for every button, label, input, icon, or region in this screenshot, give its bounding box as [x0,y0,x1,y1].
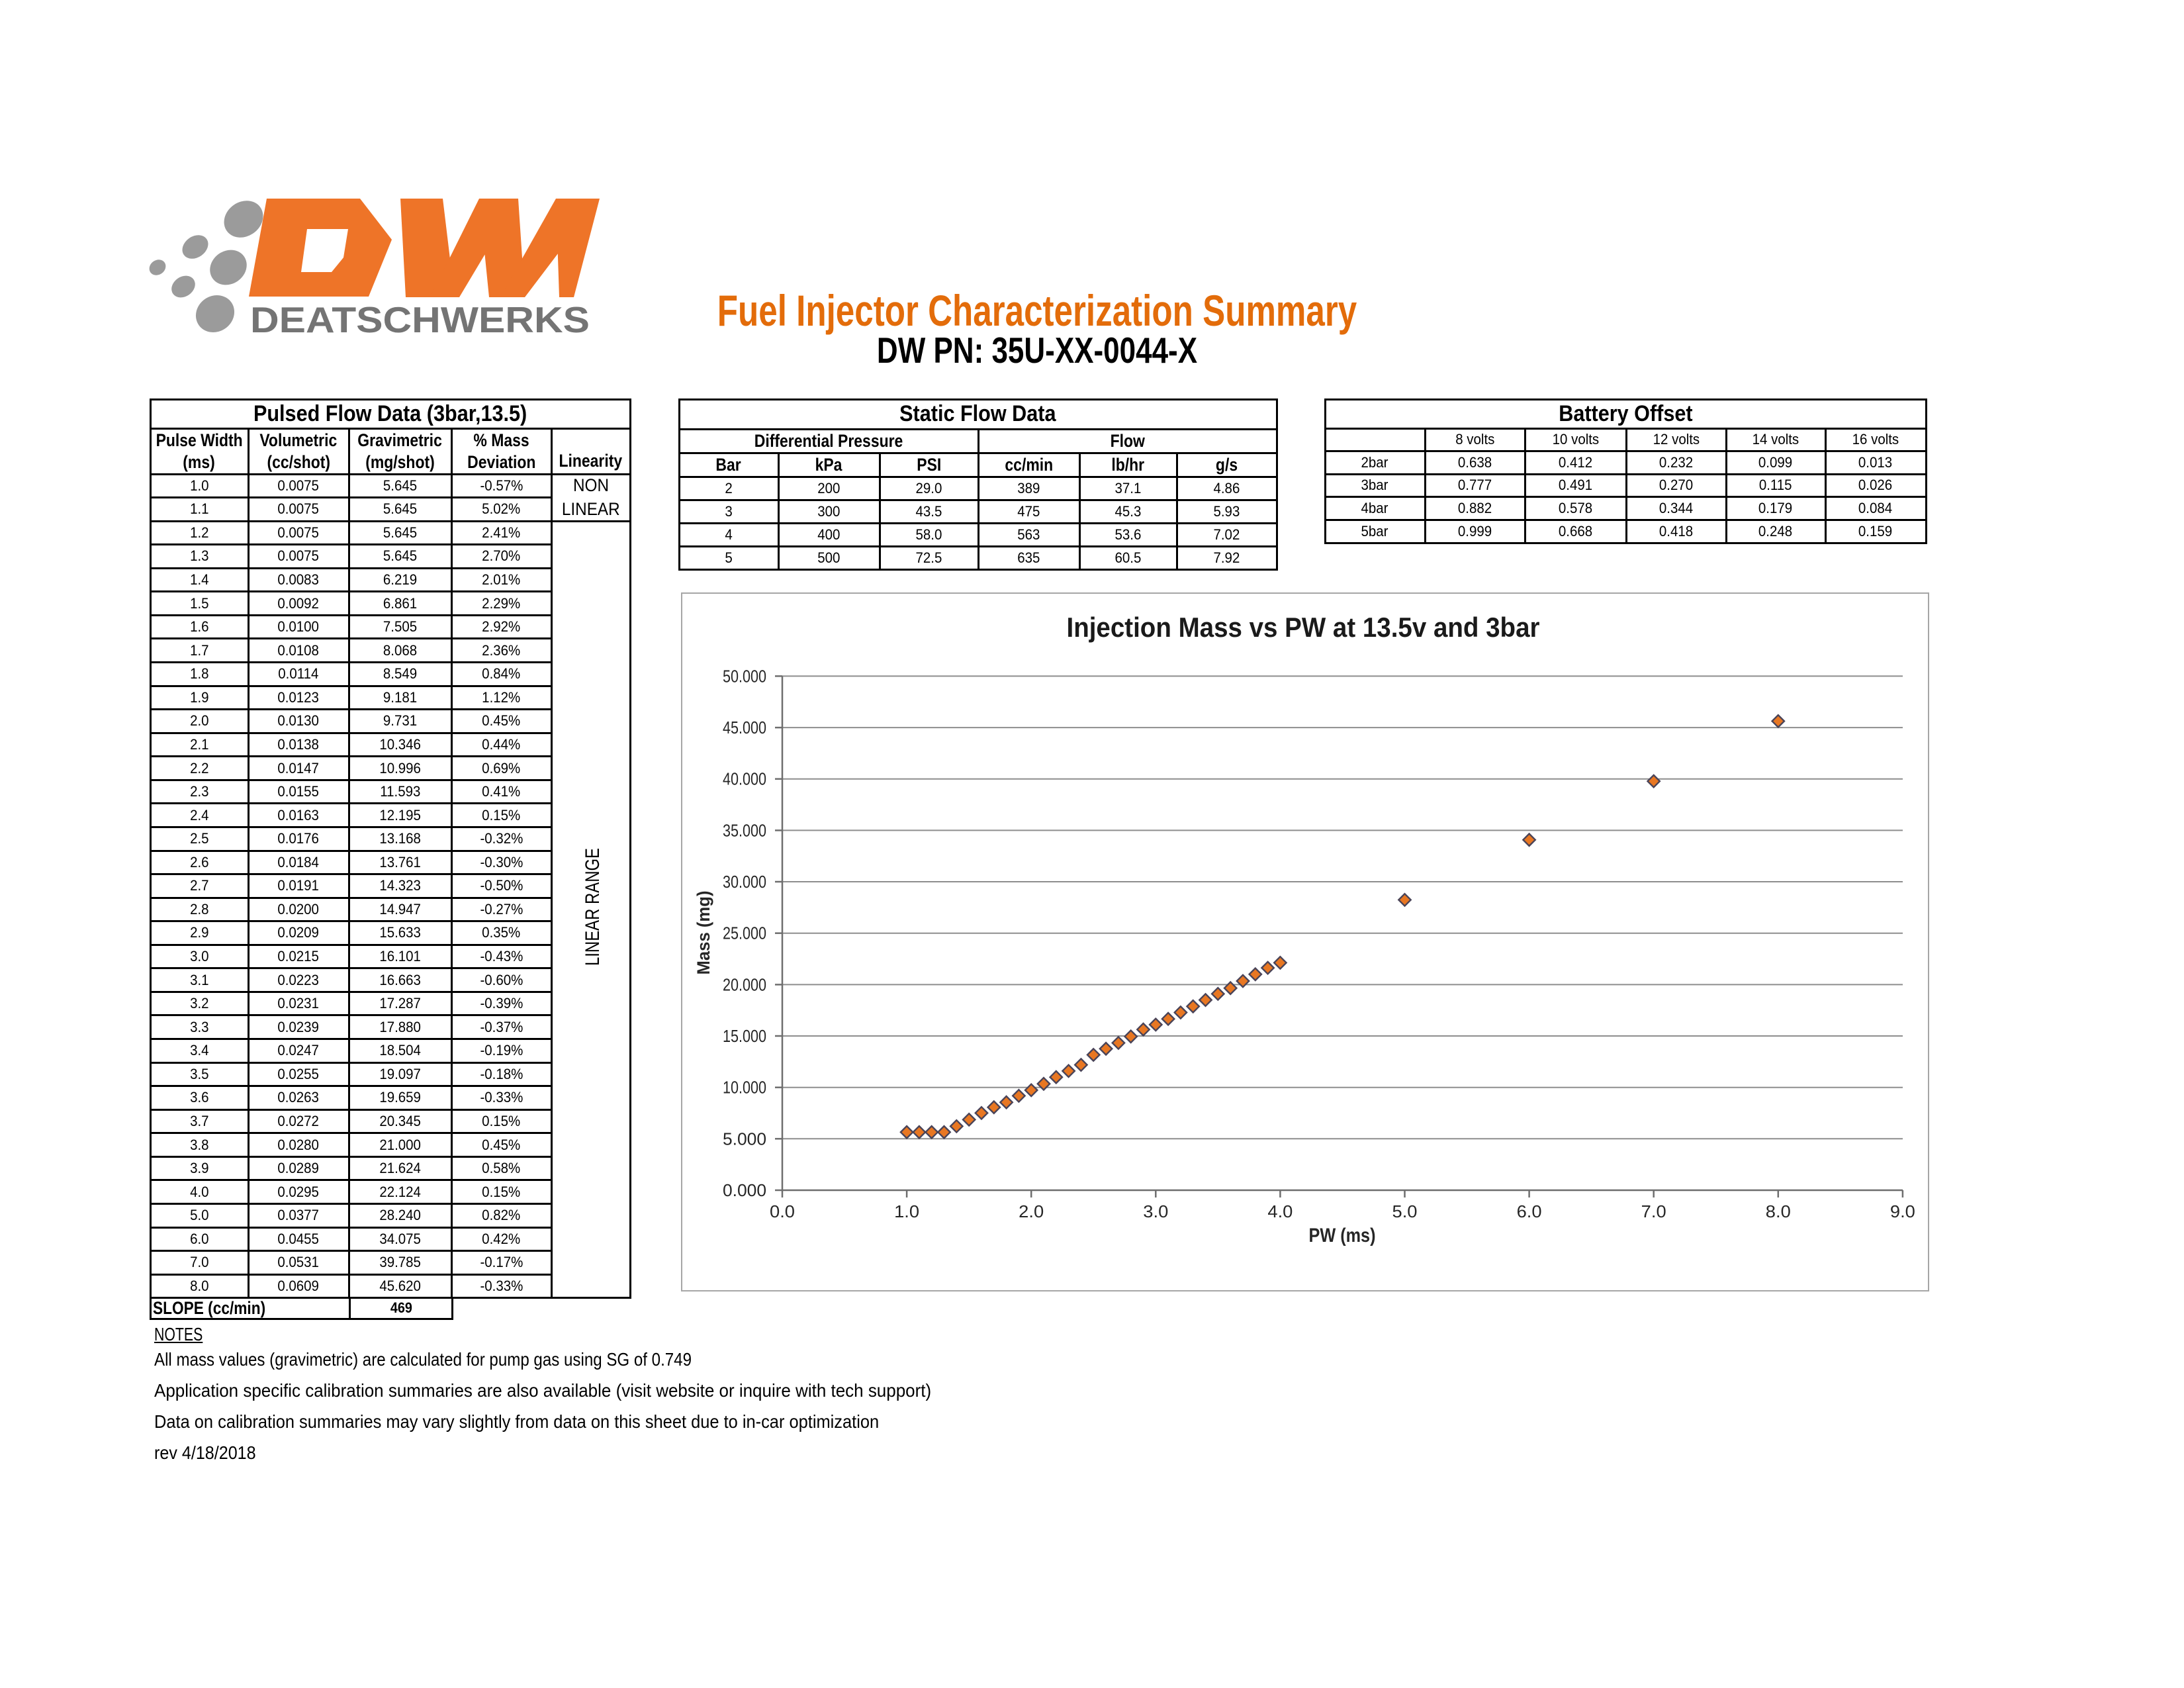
svg-text:9.0: 9.0 [1890,1201,1915,1221]
svg-text:5.000: 5.000 [723,1129,766,1149]
svg-text:LINEAR RANGE: LINEAR RANGE [582,848,604,966]
svg-text:0.000: 0.000 [723,1180,766,1200]
svg-text:5.0: 5.0 [1392,1201,1418,1221]
svg-text:4.0: 4.0 [1267,1201,1293,1221]
svg-text:30.000: 30.000 [723,872,766,892]
svg-text:20.000: 20.000 [723,974,766,994]
svg-text:40.000: 40.000 [723,769,766,789]
svg-text:Mass (mg): Mass (mg) [694,891,713,975]
svg-text:35.000: 35.000 [723,820,766,840]
svg-text:PW (ms): PW (ms) [1309,1225,1376,1246]
svg-text:25.000: 25.000 [723,923,766,943]
svg-text:0.0: 0.0 [770,1201,795,1221]
svg-text:45.000: 45.000 [723,718,766,737]
svg-text:50.000: 50.000 [723,666,766,686]
svg-text:15.000: 15.000 [723,1026,766,1046]
svg-text:3.0: 3.0 [1143,1201,1168,1221]
svg-text:1.0: 1.0 [894,1201,919,1221]
svg-text:Injection Mass vs PW at 13.5v: Injection Mass vs PW at 13.5v and 3bar [1067,612,1540,643]
svg-text:8.0: 8.0 [1766,1201,1791,1221]
svg-text:10.000: 10.000 [723,1078,766,1098]
svg-text:2.0: 2.0 [1019,1201,1044,1221]
svg-text:DEATSCHWERKS: DEATSCHWERKS [250,299,590,340]
svg-text:7.0: 7.0 [1641,1201,1666,1221]
svg-text:6.0: 6.0 [1517,1201,1542,1221]
